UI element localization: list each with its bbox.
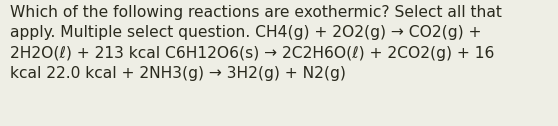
Text: Which of the following reactions are exothermic? Select all that
apply. Multiple: Which of the following reactions are exo… <box>10 5 502 81</box>
